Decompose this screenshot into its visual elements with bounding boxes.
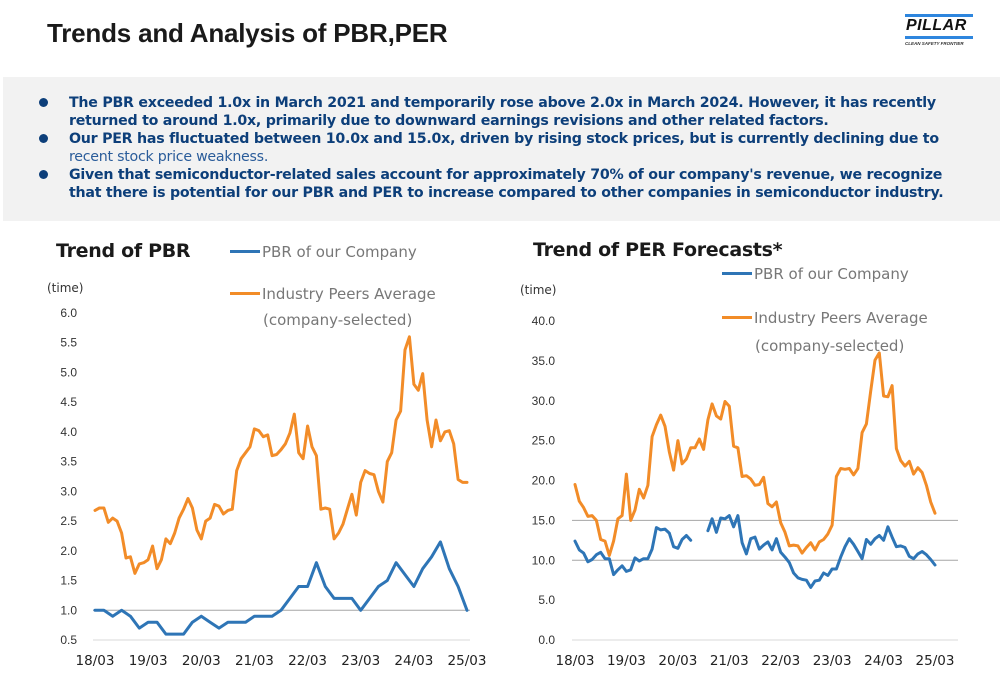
pbr-y-tick-label: 1.0 <box>60 603 77 617</box>
per-x-tick-label: 21/03 <box>710 653 749 669</box>
legend-label: PBR of our Company <box>262 243 417 261</box>
pbr-y-tick-label: 3.5 <box>60 455 77 469</box>
legend-swatch-blue <box>230 250 260 253</box>
summary-panel: The PBR exceeded 1.0x in March 2021 and … <box>3 77 1000 221</box>
per-y-tick-label: 35.0 <box>532 354 556 368</box>
legend-label: PBR of our Company <box>754 265 909 283</box>
summary-bullets: The PBR exceeded 1.0x in March 2021 and … <box>3 94 949 202</box>
bullet-text: The PBR exceeded 1.0x in March 2021 and … <box>69 95 936 129</box>
pbr-y-tick-label: 4.0 <box>60 425 77 439</box>
per-chart-title: Trend of PER Forecasts* <box>533 239 783 261</box>
pbr-peers-line <box>93 335 469 575</box>
bullet-icon <box>39 134 48 143</box>
per-y-tick-label: 10.0 <box>532 553 556 567</box>
pbr-x-tick-label: 20/03 <box>182 653 221 669</box>
pbr-y-tick-label: 1.5 <box>60 574 77 588</box>
per-x-tick-label: 25/03 <box>916 653 955 669</box>
pbr-x-tick-label: 18/03 <box>76 653 115 669</box>
per-peers-line <box>573 351 937 557</box>
pbr-y-tick-label: 2.5 <box>60 514 77 528</box>
logo-wordmark: PILLAR <box>906 17 967 34</box>
per-y-tick-label: 0.0 <box>538 633 555 647</box>
legend-swatch-orange <box>230 292 260 295</box>
company-logo: PILLAR CLEAN SAFETY FRONTIER <box>903 14 975 48</box>
pbr-y-tick-label: 5.5 <box>60 336 77 350</box>
per-company-line <box>573 526 693 577</box>
pbr-legend-peers: Industry Peers Average <box>230 285 436 303</box>
per-y-tick-label: 5.0 <box>538 593 555 607</box>
per-y-tick-label: 20.0 <box>532 474 556 488</box>
logo-stripe-top <box>905 14 973 17</box>
pbr-y-tick-label: 5.0 <box>60 365 77 379</box>
summary-bullet: The PBR exceeded 1.0x in March 2021 and … <box>3 94 949 130</box>
per-y-unit: (time) <box>520 283 557 297</box>
pbr-chart-title: Trend of PBR <box>56 240 191 262</box>
logo-tagline: CLEAN SAFETY FRONTIER <box>905 41 964 46</box>
legend-swatch-blue <box>722 272 752 275</box>
legend-swatch-orange <box>722 316 752 319</box>
page-title: Trends and Analysis of PBR,PER <box>47 18 448 48</box>
per-y-tick-label: 15.0 <box>532 513 556 527</box>
bullet-text-highlight: recent stock price weakness. <box>69 149 269 165</box>
per-y-tick-label: 25.0 <box>532 434 556 448</box>
per-company-line <box>706 514 937 589</box>
per-legend-peers: Industry Peers Average <box>722 309 928 327</box>
per-x-tick-label: 20/03 <box>658 653 697 669</box>
pbr-y-tick-label: 3.0 <box>60 484 77 498</box>
bullet-icon <box>39 98 48 107</box>
legend-label: Industry Peers Average <box>754 309 928 327</box>
bullet-icon <box>39 170 48 179</box>
per-y-tick-label: 30.0 <box>532 394 556 408</box>
per-x-tick-label: 24/03 <box>864 653 903 669</box>
pbr-y-tick-label: 4.5 <box>60 395 77 409</box>
summary-bullet: Our PER has fluctuated between 10.0x and… <box>3 130 949 166</box>
pbr-y-unit: (time) <box>47 281 84 295</box>
pbr-x-tick-label: 21/03 <box>235 653 274 669</box>
pbr-x-tick-label: 23/03 <box>341 653 380 669</box>
pbr-y-tick-label: 0.5 <box>60 633 77 647</box>
bullet-text: Given that semiconductor-related sales a… <box>69 167 944 201</box>
pbr-legend-company: PBR of our Company <box>230 243 417 261</box>
pbr-x-tick-label: 19/03 <box>129 653 168 669</box>
per-x-tick-label: 19/03 <box>607 653 646 669</box>
pbr-legend-peers-note: (company-selected) <box>263 311 413 329</box>
bullet-text: Our PER has fluctuated between 10.0x and… <box>69 131 939 147</box>
pbr-x-tick-label: 22/03 <box>288 653 327 669</box>
per-x-tick-label: 22/03 <box>761 653 800 669</box>
pbr-company-line <box>93 540 469 636</box>
per-x-tick-label: 18/03 <box>556 653 595 669</box>
logo-stripe-bottom <box>905 36 973 39</box>
pbr-x-tick-label: 25/03 <box>448 653 487 669</box>
per-legend-peers-note: (company-selected) <box>755 337 905 355</box>
per-x-tick-label: 23/03 <box>813 653 852 669</box>
pbr-x-tick-label: 24/03 <box>394 653 433 669</box>
per-y-tick-label: 40.0 <box>532 314 556 328</box>
legend-label: Industry Peers Average <box>262 285 436 303</box>
pbr-y-tick-label: 2.0 <box>60 544 77 558</box>
summary-bullet: Given that semiconductor-related sales a… <box>3 166 949 202</box>
per-legend-company: PBR of our Company <box>722 265 909 283</box>
pbr-y-tick-label: 6.0 <box>60 306 77 320</box>
